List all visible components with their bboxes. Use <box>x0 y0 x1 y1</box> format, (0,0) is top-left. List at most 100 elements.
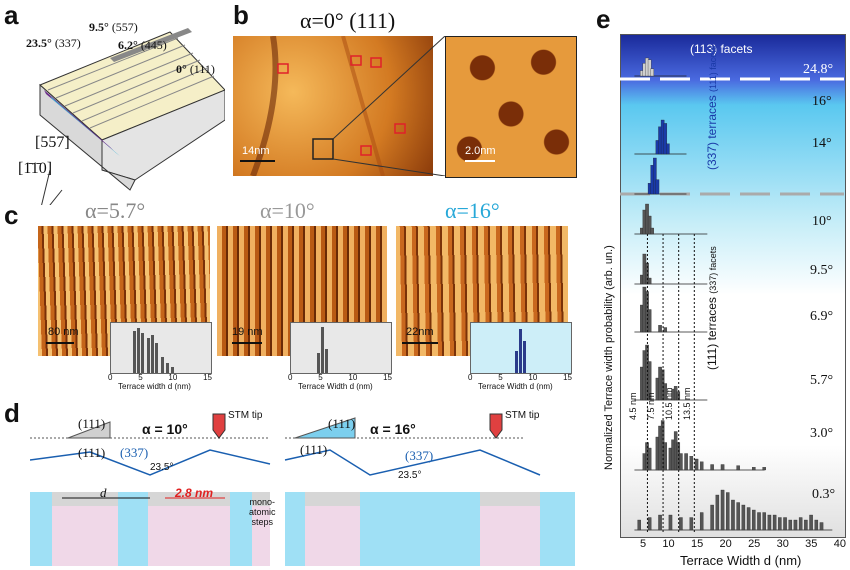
panel-b-label: b <box>233 0 249 30</box>
stm-image-b-overview <box>233 36 433 176</box>
d-right-337: (337) <box>405 448 434 463</box>
e-bar-8-7 <box>710 504 714 531</box>
d-right-angle: 23.5° <box>398 470 422 481</box>
e-bar-8-19 <box>772 514 777 531</box>
e-bar-7-20 <box>762 467 766 471</box>
scale-label-c-16: 22nm <box>406 326 434 338</box>
e-bar-8-25 <box>804 519 808 531</box>
e-bar-7-2 <box>647 447 652 471</box>
e-bar-8-22 <box>788 519 793 531</box>
d-left-111-mid: (111) <box>78 445 106 460</box>
e-bar-5-4 <box>658 325 662 333</box>
e-bar-8-26 <box>809 514 813 531</box>
e-bar-8-3 <box>668 514 673 531</box>
scale-label-b-left: 14nm <box>242 145 270 157</box>
e-bar-8-27 <box>814 519 819 531</box>
e-bar-1-4 <box>666 143 670 155</box>
e-angle-label-5: 6.9° <box>810 309 834 324</box>
e-bar-6-7 <box>663 383 668 401</box>
e-side-111: (111) terraces (337) facets <box>705 246 719 370</box>
e-bar-8-28 <box>819 522 824 531</box>
stm-image-b-zoom <box>445 36 577 178</box>
e-angle-label-3: 10° <box>812 214 832 229</box>
e-bar-8-23 <box>793 519 798 531</box>
histogram-inset-16 <box>470 322 572 374</box>
d-right-111-top: (111) <box>328 416 356 431</box>
e-bar-6-3 <box>647 361 652 401</box>
scale-bar-b-left <box>240 160 275 162</box>
e-bar-8-5 <box>689 517 694 531</box>
scale-bar-c-16 <box>402 342 438 344</box>
e-bar-5-5 <box>663 327 668 333</box>
e-angle-label-0: 24.8° <box>803 62 834 77</box>
d-left-111-top: (111) <box>78 416 106 431</box>
scale-bar-b-right <box>465 160 495 162</box>
angle-557-label: 9.5° (557) <box>89 20 138 34</box>
e-bar-3-3 <box>647 215 652 235</box>
e-bar-1-3 <box>663 123 668 155</box>
d-right-stm-tip: STM tip <box>505 410 540 421</box>
e-bar-8-0 <box>637 519 641 531</box>
scale-label-c-10: 19 nm <box>232 326 263 338</box>
e-bar-8-18 <box>767 514 772 531</box>
e-bar-0-4 <box>650 68 654 77</box>
e-bar-7-15 <box>699 461 704 471</box>
e-bar-7-11 <box>679 453 683 471</box>
e-bar-8-12 <box>736 502 740 531</box>
e-angle-label-7: 3.0° <box>810 426 834 441</box>
d-left-width: 2.8 nm <box>175 486 214 500</box>
e-bar-7-19 <box>752 467 756 471</box>
d-left-alpha: α = 10° <box>142 421 188 437</box>
e-dashed-label-0: 4.5 nm <box>628 392 638 420</box>
e-bar-8-14 <box>746 507 751 531</box>
e-bar-0-3 <box>647 59 652 77</box>
inset-xlabel-57: Terrace width d (nm) <box>118 382 191 391</box>
alpha-10-header: α=10° <box>260 198 315 223</box>
e-bar-8-17 <box>762 512 766 531</box>
e-bar-8-10 <box>726 492 730 531</box>
zoom-lines <box>332 36 446 176</box>
e-bar-8-8 <box>715 494 720 531</box>
crystal-schematic <box>39 28 225 205</box>
angle-111-label: 0° (111) <box>176 62 215 76</box>
e-bar-8-11 <box>731 499 735 531</box>
inset-ticks-16: 0 5 10 15 <box>468 373 572 382</box>
e-bar-7-6 <box>663 442 668 471</box>
e-bar-2-2 <box>653 157 657 195</box>
e-side-337: (337) terraces (111) facets <box>705 45 719 170</box>
e-bar-8-2 <box>658 514 662 531</box>
e-bar-7-12 <box>684 453 688 471</box>
e-dashed-label-1: 7.5 nm <box>646 392 656 420</box>
inset-xlabel-16: Terrace Width d (nm) <box>478 382 553 391</box>
d-left-stm-tip: STM tip <box>228 410 263 421</box>
panel-e-label: e <box>596 4 611 34</box>
e-bar-8-6 <box>699 512 704 531</box>
histogram-inset-10 <box>290 322 392 374</box>
e-bar-8-9 <box>720 489 725 531</box>
direction-110-label: [1̄1̄0] <box>18 160 53 177</box>
e-ylabel: Normalized Terrace width probability (ar… <box>603 245 615 470</box>
d-right-111-mid: (111) <box>300 442 328 457</box>
inset-ticks-10: 0 5 10 15 <box>288 373 392 382</box>
d-right-alpha: α = 16° <box>370 421 416 437</box>
inset-xlabel-10: Terrace Width d (nm) <box>298 382 373 391</box>
panel-c-label: c <box>4 200 19 230</box>
e-bar-2-3 <box>655 179 660 195</box>
e-angle-label-8: 0.3° <box>812 487 836 502</box>
e-bar-8-4 <box>679 517 683 531</box>
alpha-16-header: α=16° <box>445 198 500 223</box>
e-angle-label-1: 16° <box>812 94 832 109</box>
e-header-113: (113) facets <box>690 42 753 56</box>
panel-d-schematic <box>30 413 575 566</box>
monoatomic-steps-label: mono- atomic steps <box>249 497 276 527</box>
e-bar-8-13 <box>741 504 746 531</box>
e-bar-8-20 <box>778 517 782 531</box>
e-bar-5-3 <box>647 309 652 333</box>
e-bar-7-18 <box>736 465 740 471</box>
e-bar-3-4 <box>650 227 654 235</box>
direction-557-label: [557] <box>35 134 70 151</box>
e-bar-7-17 <box>720 464 725 471</box>
inset-ticks-57: 0 5 10 15 <box>108 373 212 382</box>
e-bar-7-13 <box>689 456 694 471</box>
panel-b-title: α=0° (111) <box>300 8 396 33</box>
